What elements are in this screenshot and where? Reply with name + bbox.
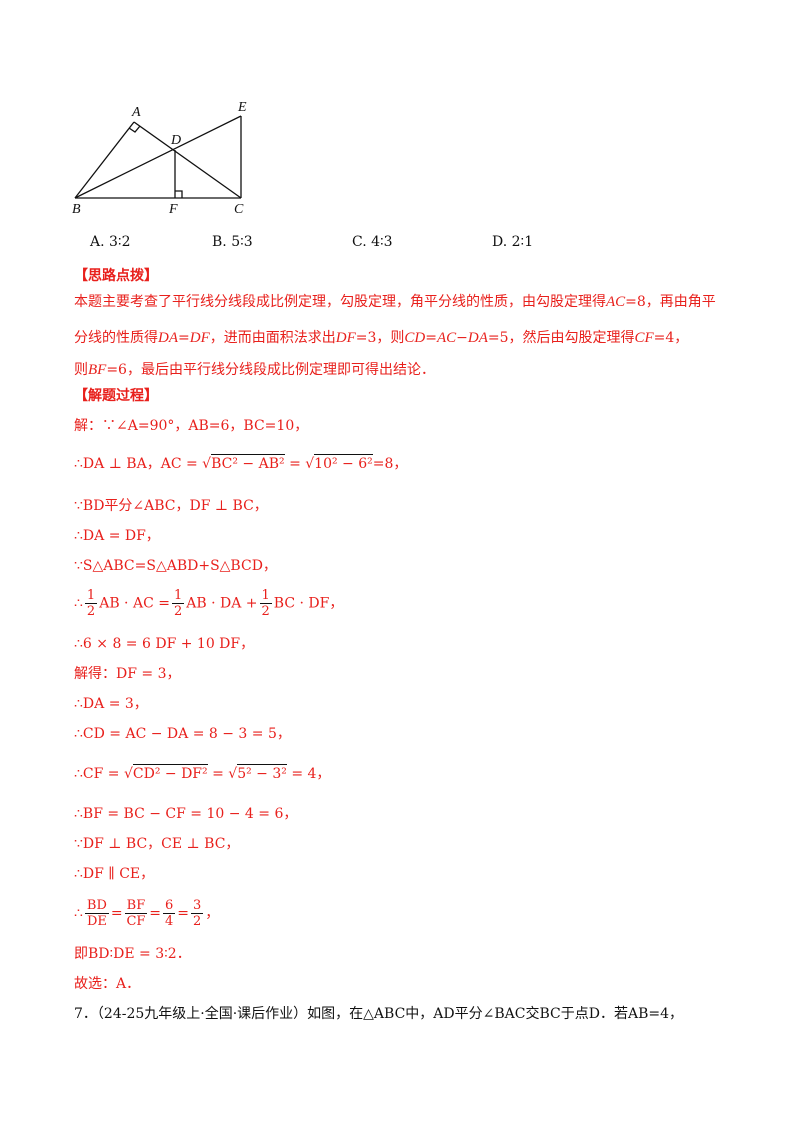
fraction-bd-de: BD DE xyxy=(84,898,109,929)
label-d: D xyxy=(170,133,181,148)
solution-step-3: ∵BD平分∠ABC，DF ⊥ BC， xyxy=(74,498,268,514)
option-b: B. 5∶3 xyxy=(212,234,253,250)
solution-step-7: ∴6 × 8 = 6 DF + 10 DF， xyxy=(74,636,255,652)
solution-step-14: ∴DF ∥ CE， xyxy=(74,866,155,882)
segment-ab xyxy=(74,121,135,199)
hint-title: 【思路点拨】 xyxy=(74,268,158,284)
option-a: A. 3∶2 xyxy=(90,234,131,250)
solution-step-4: ∴DA = DF， xyxy=(74,528,160,544)
solution-step-16: 即BD∶DE = 3∶2． xyxy=(74,946,191,962)
geometry-figure: A B C D E F xyxy=(72,100,247,217)
label-c: C xyxy=(234,202,244,217)
solution-step-5: ∵S△ABC=S△ABD+S△BCD， xyxy=(74,558,277,574)
solution-step-11: ∴CF = √CD² − DF² = √5² − 3² = 4， xyxy=(74,764,331,782)
segment-ac xyxy=(133,121,242,199)
segment-be xyxy=(74,115,242,199)
hint-line-1: 本题主要考查了平行线分线段成比例定理，勾股定理，角平分线的性质，由勾股定理得AC… xyxy=(74,294,716,310)
solution-step-2: ∴DA ⊥ BA，AC = √BC² − AB² = √10² − 6²=8， xyxy=(74,454,408,472)
label-e: E xyxy=(237,100,247,115)
fraction-bf-cf: BF CF xyxy=(124,898,148,929)
label-a: A xyxy=(131,105,141,120)
solution-step-13: ∵DF ⊥ BC，CE ⊥ BC， xyxy=(74,836,240,852)
solution-step-1: 解：∵∠A=90°，AB=6，BC=10， xyxy=(74,418,309,434)
solution-step-6: ∴ 1 2 AB · AC = 1 2 AB · DA +1 2 BC · DF， xyxy=(74,588,344,619)
solution-step-8: 解得：DF = 3， xyxy=(74,666,181,682)
right-angle-mark-f xyxy=(175,190,183,198)
label-b: B xyxy=(72,202,81,217)
solution-step-15: ∴ BD DE = BF CF = 6 4 = 3 2， xyxy=(74,898,220,929)
hint-line-3: 则BF=6，最后由平行线分线段成比例定理即可得出结论． xyxy=(74,362,435,378)
option-d: D. 2∶1 xyxy=(492,234,534,250)
hint-line-2: 分线的性质得DA=DF，进而由面积法求出DF=3，则CD=AC−DA=5，然后由… xyxy=(74,330,689,346)
option-c: C. 4∶3 xyxy=(352,234,393,250)
next-question: 7．（24-25九年级上·全国·课后作业）如图，在△ABC中，AD平分∠BAC交… xyxy=(74,1006,683,1022)
solution-step-17: 故选：A． xyxy=(74,976,141,992)
solution-title: 【解题过程】 xyxy=(74,388,158,404)
solution-step-10: ∴CD = AC − DA = 8 − 3 = 5， xyxy=(74,726,291,742)
right-angle-mark-a xyxy=(128,125,141,133)
solution-step-12: ∴BF = BC − CF = 10 − 4 = 6， xyxy=(74,806,298,822)
label-f: F xyxy=(168,202,178,217)
solution-step-9: ∴DA = 3， xyxy=(74,696,148,712)
